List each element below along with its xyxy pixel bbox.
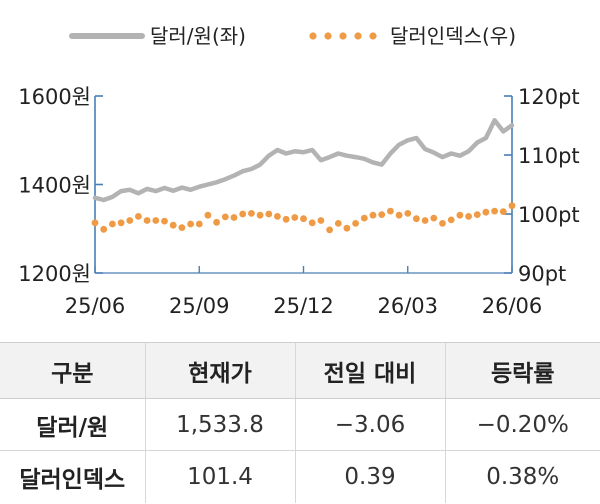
left-tick-label: 1400원 <box>18 174 91 198</box>
series-point-dxy <box>404 210 412 217</box>
series-point-dxy <box>378 211 386 219</box>
right-tick-label: 90pt <box>518 262 566 286</box>
series-point-dxy <box>100 225 108 233</box>
row-label: 달러/원 <box>0 398 145 451</box>
series-point-dxy <box>465 213 472 220</box>
right-tick-label: 100pt <box>518 203 580 227</box>
series-point-dxy <box>178 224 186 232</box>
series-point-dxy <box>282 215 290 223</box>
left-tick-label: 1600원 <box>18 85 91 109</box>
change-rate: 0.38% <box>444 450 600 503</box>
exchange-rate-chart: 달러/원(좌) 달러인덱스(우) 1600원 1400원 1200원 120pt 11… <box>18 24 580 318</box>
exchange-rate-table: 구분 현재가 전일 대비 등락률 달러/원 1,533.8 −3.06 −0.2… <box>0 342 600 503</box>
left-tick-label: 1200원 <box>18 262 91 286</box>
header-daily-change: 전일 대비 <box>294 342 445 399</box>
legend-label-dxy: 달러인덱스(우) <box>390 24 516 48</box>
legend-dot <box>324 32 332 40</box>
series-point-dxy <box>421 217 429 224</box>
series-point-dxy <box>317 217 325 224</box>
series-point-dxy <box>256 211 264 219</box>
series-line-krw <box>92 118 515 203</box>
header-current-price: 현재가 <box>144 342 295 399</box>
series-point-dxy <box>187 220 195 228</box>
series-point-dxy <box>161 217 168 225</box>
series-point-dxy <box>395 211 403 219</box>
header-category: 구분 <box>0 342 145 399</box>
series-point-dxy <box>195 220 203 228</box>
table-row: 달러인덱스 101.4 0.39 0.38% <box>0 450 600 503</box>
series-point-dxy <box>91 219 99 227</box>
current-price: 1,533.8 <box>144 398 295 451</box>
series-point-dxy <box>230 214 238 221</box>
header-change-rate: 등락률 <box>444 342 600 399</box>
legend-dot <box>369 32 377 40</box>
series-point-dxy <box>334 220 342 227</box>
series-point-dxy <box>413 215 420 223</box>
x-tick-label: 25/09 <box>169 294 230 318</box>
row-label: 달러인덱스 <box>19 466 126 493</box>
series-point-dxy <box>152 217 160 224</box>
series-point-dxy <box>265 210 273 218</box>
series-point-dxy <box>204 211 212 219</box>
series-point-dxy <box>308 219 316 227</box>
series-point-dxy <box>248 210 255 217</box>
series-point-dxy <box>447 216 455 224</box>
right-axis-ticks: 120pt 110pt 100pt 90pt <box>504 85 580 286</box>
series-point-dxy <box>300 215 307 223</box>
series-point-dxy <box>135 213 142 220</box>
series-point-dxy <box>274 213 281 220</box>
series-point-dxy <box>430 214 438 222</box>
legend-dots-dxy <box>309 32 377 40</box>
daily-change: −3.06 <box>294 398 445 451</box>
series-point-dxy <box>439 220 446 227</box>
x-tick-label: 26/06 <box>482 294 543 318</box>
series-point-dxy <box>387 207 394 215</box>
table-row: 달러/원 1,533.8 −3.06 −0.20% <box>0 398 600 451</box>
series-point-dxy <box>291 214 299 221</box>
x-tick-label: 25/12 <box>273 294 334 318</box>
series-point-dxy <box>491 207 498 215</box>
series-point-dxy <box>456 211 464 219</box>
legend-dot <box>339 32 347 40</box>
legend-dot <box>354 32 362 40</box>
change-rate: −0.20% <box>444 398 600 451</box>
right-tick-label: 120pt <box>518 85 580 109</box>
series-point-dxy <box>221 213 229 221</box>
series-point-dxy <box>143 217 151 224</box>
series-point-dxy <box>213 218 221 226</box>
legend: 달러/원(좌) 달러인덱스(우) <box>69 24 516 48</box>
x-tick-label: 25/06 <box>65 294 126 318</box>
series-point-dxy <box>352 220 359 227</box>
series-point-dxy <box>473 211 481 219</box>
right-tick-label: 110pt <box>518 144 580 168</box>
x-tick-label: 26/03 <box>377 294 438 318</box>
daily-change: 0.39 <box>294 450 445 503</box>
series-point-dxy <box>117 219 125 227</box>
series-point-dxy <box>360 214 368 222</box>
series-point-dxy <box>239 210 247 218</box>
series-point-dxy <box>126 217 134 224</box>
series-point-dxy <box>109 220 116 228</box>
current-price: 101.4 <box>144 450 295 503</box>
table-header-row: 구분 현재가 전일 대비 등락률 <box>0 342 600 399</box>
series-point-dxy <box>482 208 490 216</box>
series-point-dxy <box>369 211 377 219</box>
legend-label-krw: 달러/원(좌) <box>150 24 246 48</box>
series-point-dxy <box>499 208 507 216</box>
x-axis-ticks: 25/06 25/09 25/12 26/03 26/06 <box>65 266 543 318</box>
left-axis-ticks: 1600원 1400원 1200원 <box>18 85 103 286</box>
series-point-dxy <box>326 226 333 234</box>
series-point-dxy <box>343 224 351 232</box>
series-point-dxy <box>169 221 177 229</box>
series-layer <box>91 118 516 234</box>
legend-dot <box>309 32 317 40</box>
series-point-dxy <box>508 202 516 210</box>
